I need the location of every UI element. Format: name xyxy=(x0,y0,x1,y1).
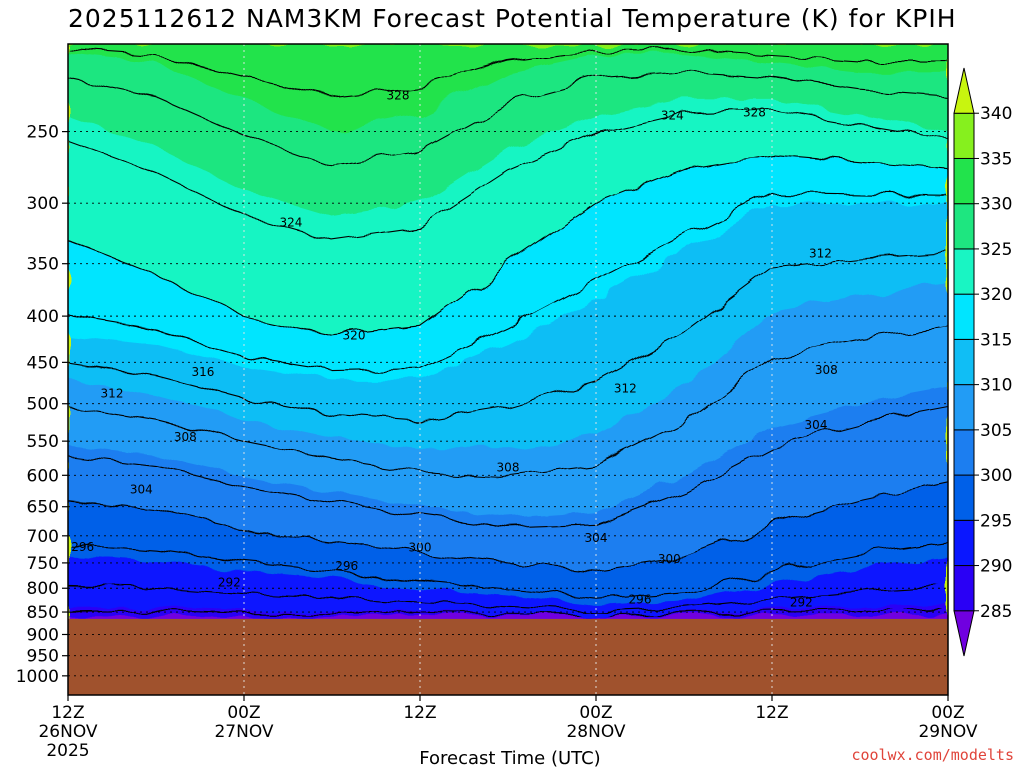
colorbar-segment xyxy=(953,610,975,657)
contour-label: 328 xyxy=(743,105,766,119)
contour-label: 296 xyxy=(629,592,652,606)
credit-text[interactable]: coolwx.com/modelts xyxy=(851,746,1014,764)
colorbar-segment xyxy=(953,565,975,612)
contour-label: 300 xyxy=(658,552,681,566)
x-tick-label: 00Z xyxy=(227,703,260,723)
colorbar-label: 325 xyxy=(980,240,1012,260)
colorbar-label: 295 xyxy=(980,511,1012,531)
contour-label: 320 xyxy=(343,328,366,342)
x-axis-label: Forecast Time (UTC) xyxy=(419,748,600,768)
colorbar-label: 335 xyxy=(980,149,1012,169)
x-tick-label: 27NOV xyxy=(214,722,273,742)
colorbar-label: 305 xyxy=(980,421,1012,441)
y-tick-label: 650 xyxy=(27,498,59,518)
contour-label: 316 xyxy=(191,365,214,379)
contour-label: 300 xyxy=(409,540,432,554)
y-tick-label: 800 xyxy=(27,579,59,599)
colorbar-segment xyxy=(953,474,975,521)
contour-line xyxy=(68,481,948,572)
y-tick-label: 1000 xyxy=(16,667,59,687)
colorbar: 285 290 295 300 305 310 315 320 325 330 335 340 xyxy=(953,67,1012,657)
colorbar-label: 300 xyxy=(980,466,1012,486)
contour-label: 312 xyxy=(614,382,637,396)
x-tick-label: 00Z xyxy=(931,703,964,723)
colorbar-label: 285 xyxy=(980,602,1012,622)
contour-label: 292 xyxy=(218,575,241,589)
colorbar-label: 340 xyxy=(980,104,1012,124)
x-tick-label: 29NOV xyxy=(918,722,977,742)
x-tick-label: 12Z xyxy=(403,703,436,723)
x-tick-label: 28NOV xyxy=(566,722,625,742)
y-tick-label: 700 xyxy=(27,527,59,547)
colorbar-segment xyxy=(953,338,975,386)
y-tick-label: 750 xyxy=(27,554,59,574)
colorbar-label: 290 xyxy=(980,557,1012,577)
y-tick-label: 250 xyxy=(27,123,59,143)
y-tick-label: 450 xyxy=(27,353,59,373)
contour-label: 312 xyxy=(809,246,832,260)
colorbar-segment xyxy=(953,248,975,295)
contour-label: 324 xyxy=(279,215,302,229)
contour-label: 292 xyxy=(790,596,813,610)
colorbar-segment xyxy=(953,67,975,114)
contour-label: 328 xyxy=(387,88,410,102)
contour-label: 324 xyxy=(661,109,684,123)
contour-line xyxy=(68,541,948,599)
contour-line xyxy=(68,153,948,336)
contour-line xyxy=(68,585,948,613)
y-tick-label: 500 xyxy=(27,395,59,415)
x-tick-label: 00Z xyxy=(579,703,612,723)
axes: 2503003504004505005506006507007508008509… xyxy=(16,43,978,761)
x-tick-label: 12Z xyxy=(755,703,788,723)
colorbar-segment xyxy=(953,519,975,567)
y-tick-label: 550 xyxy=(27,432,59,452)
y-tick-label: 850 xyxy=(27,603,59,623)
contour-line xyxy=(68,109,948,241)
colorbar-label: 310 xyxy=(980,376,1012,396)
contour-line xyxy=(68,71,948,166)
colorbar-segment xyxy=(953,293,975,340)
colorbar-label: 320 xyxy=(980,285,1012,305)
colorbar-segment xyxy=(953,112,975,159)
plot-frame xyxy=(67,43,949,696)
contour-line xyxy=(68,252,948,422)
colorbar-segment xyxy=(953,429,975,476)
chart-title: 2025112612 NAM3KM Forecast Potential Tem… xyxy=(68,4,957,33)
y-tick-label: 600 xyxy=(27,466,59,486)
contour-label: 308 xyxy=(497,460,520,474)
terrain-block xyxy=(68,618,948,695)
contour-label: 304 xyxy=(585,531,608,545)
contour-line xyxy=(68,325,948,477)
contour-label: 308 xyxy=(815,363,838,377)
colorbar-segment xyxy=(953,203,975,250)
colorbar-label: 315 xyxy=(980,330,1012,350)
x-tick-label: 2025 xyxy=(46,741,89,761)
y-tick-label: 900 xyxy=(27,625,59,645)
y-tick-label: 950 xyxy=(27,647,59,667)
y-tick-label: 400 xyxy=(27,307,59,327)
colorbar-segment xyxy=(953,157,975,205)
contour-line xyxy=(68,49,948,98)
x-tick-label: 12Z xyxy=(51,703,84,723)
contour-label: 296 xyxy=(71,540,94,554)
contour-label: 296 xyxy=(335,559,358,573)
contour-label: 308 xyxy=(174,430,197,444)
contour-label: 312 xyxy=(101,386,124,400)
y-tick-label: 350 xyxy=(27,255,59,275)
contour-label: 304 xyxy=(805,418,828,432)
contour-line xyxy=(68,192,948,372)
colorbar-label: 330 xyxy=(980,195,1012,215)
plot-area: 328 324 328 324 312 320 316 312 308 312 304 308 308 3… xyxy=(68,44,948,695)
contour-line xyxy=(68,405,948,529)
colorbar-segment xyxy=(953,384,975,431)
x-tick-label: 26NOV xyxy=(38,722,97,742)
contour-label: 304 xyxy=(130,482,153,496)
y-tick-label: 300 xyxy=(27,194,59,214)
